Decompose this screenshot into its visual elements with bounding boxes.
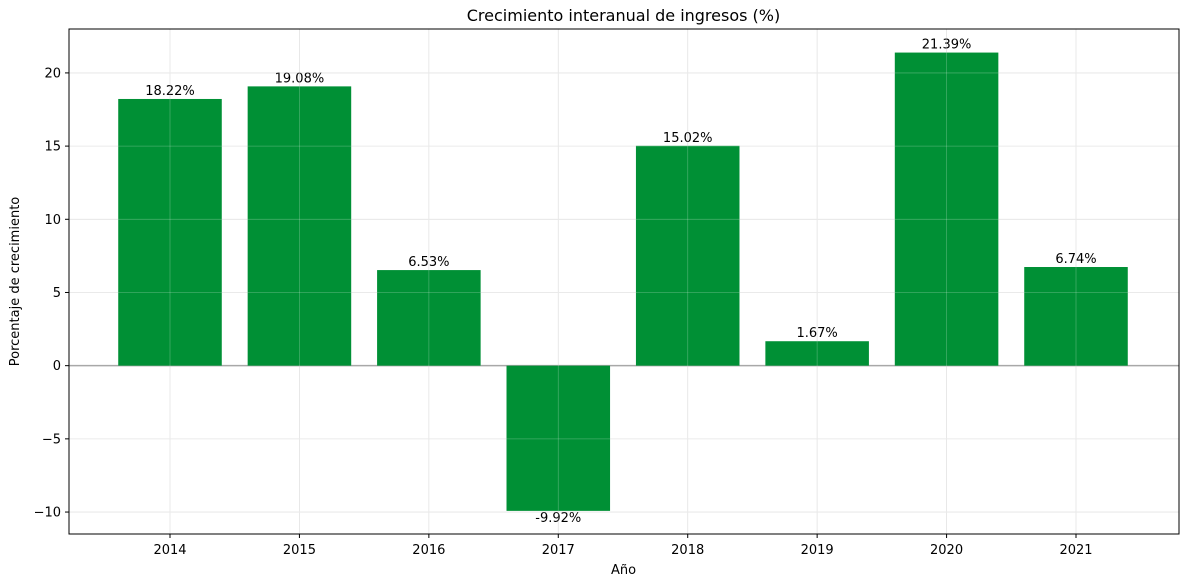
x-tick-label: 2017 (542, 543, 575, 558)
data-label: -9.92% (535, 511, 581, 526)
y-tick-label: −5 (42, 432, 61, 447)
y-tick-label: 5 (53, 286, 61, 301)
data-labels: 18.22% 19.08% 6.53% -9.92% 15.02% 1.67% 21.39%… (69, 29, 1179, 534)
data-label: 1.67% (796, 326, 837, 341)
bar-2021 (1024, 267, 1128, 366)
x-tick-label: 2018 (671, 543, 704, 558)
data-label: 15.02% (663, 131, 713, 146)
x-tick-label: 2019 (801, 543, 834, 558)
bars (118, 52, 1128, 511)
x-axis: 2014 2015 2016 2017 2018 2019 2020 2021 (153, 534, 1093, 558)
bar-2017 (506, 365, 611, 511)
bar-2015 (247, 86, 352, 366)
x-tick-label: 2015 (283, 543, 316, 558)
chart-title: Crecimiento interanual de ingresos (%) (467, 6, 780, 25)
bar-2018 (635, 145, 740, 366)
data-label: 19.08% (275, 71, 325, 86)
y-axis: −10 −5 0 5 10 15 20 (34, 66, 69, 521)
x-axis-label: Año (611, 563, 636, 578)
data-label: 6.53% (408, 255, 449, 270)
x-tick-label: 2020 (930, 543, 963, 558)
plot-frame (68, 28, 1180, 535)
y-tick-label: −10 (34, 506, 61, 521)
y-axis-label: Porcentaje de crecimiento (8, 197, 23, 367)
data-label: 21.39% (922, 38, 972, 53)
bar-2020 (894, 52, 999, 366)
y-tick-label: 10 (44, 213, 61, 228)
bar-2014 (118, 98, 222, 366)
bar-2019 (765, 341, 869, 366)
x-tick-label: 2014 (153, 543, 186, 558)
y-tick-label: 0 (53, 359, 61, 374)
x-tick-label: 2016 (412, 543, 445, 558)
data-label: 18.22% (145, 84, 195, 99)
x-tick-label: 2021 (1059, 543, 1092, 558)
y-tick-label: 15 (44, 140, 61, 155)
bar-2016 (377, 270, 481, 366)
y-tick-label: 20 (44, 66, 61, 81)
grid (69, 29, 1179, 534)
data-label: 6.74% (1055, 252, 1096, 267)
